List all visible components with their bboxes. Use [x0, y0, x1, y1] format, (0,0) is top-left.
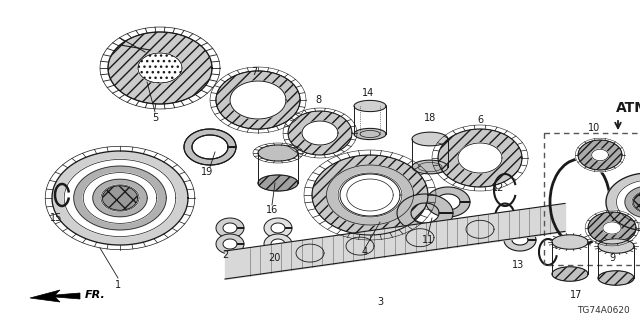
Text: 20: 20: [268, 253, 280, 263]
Text: 18: 18: [424, 113, 436, 123]
Text: 1: 1: [115, 280, 121, 290]
Polygon shape: [585, 210, 639, 246]
Polygon shape: [598, 271, 634, 285]
Polygon shape: [606, 173, 640, 231]
Text: FR.: FR.: [85, 290, 106, 300]
Polygon shape: [504, 229, 536, 251]
Polygon shape: [412, 132, 448, 146]
Polygon shape: [258, 145, 298, 161]
Polygon shape: [340, 174, 400, 216]
Text: 3: 3: [377, 297, 383, 307]
Polygon shape: [30, 290, 80, 302]
Text: 13: 13: [512, 260, 524, 270]
Polygon shape: [258, 175, 298, 191]
Polygon shape: [340, 174, 400, 216]
Text: 17: 17: [570, 290, 582, 300]
Polygon shape: [326, 165, 413, 225]
Text: 19: 19: [201, 167, 213, 177]
Text: 6: 6: [477, 115, 483, 125]
Polygon shape: [552, 235, 588, 249]
Polygon shape: [616, 180, 640, 224]
Polygon shape: [591, 149, 609, 161]
Polygon shape: [230, 81, 286, 119]
Polygon shape: [397, 194, 453, 232]
Polygon shape: [426, 187, 470, 217]
Polygon shape: [101, 185, 139, 211]
Text: 5: 5: [152, 113, 158, 123]
Polygon shape: [458, 143, 502, 173]
Polygon shape: [64, 159, 176, 236]
Text: 12: 12: [492, 183, 504, 193]
Polygon shape: [552, 267, 588, 281]
Text: 15: 15: [50, 213, 62, 223]
Polygon shape: [302, 121, 338, 145]
Text: 10: 10: [588, 123, 600, 133]
Text: 9: 9: [609, 253, 615, 263]
Polygon shape: [438, 129, 522, 187]
Polygon shape: [264, 234, 292, 254]
Polygon shape: [632, 191, 640, 213]
Polygon shape: [288, 111, 352, 155]
Polygon shape: [634, 192, 640, 212]
Text: 16: 16: [266, 205, 278, 215]
Text: 8: 8: [315, 95, 321, 105]
Text: ATM-2: ATM-2: [616, 101, 640, 115]
Text: 4: 4: [362, 247, 368, 257]
Polygon shape: [598, 239, 634, 253]
Polygon shape: [216, 71, 300, 129]
Polygon shape: [216, 234, 244, 254]
Polygon shape: [312, 155, 428, 235]
Polygon shape: [108, 32, 212, 104]
Polygon shape: [354, 100, 386, 112]
Polygon shape: [216, 71, 300, 129]
Polygon shape: [83, 172, 157, 223]
Polygon shape: [412, 160, 448, 174]
Polygon shape: [603, 222, 621, 234]
Polygon shape: [138, 53, 182, 83]
Polygon shape: [578, 140, 622, 170]
Polygon shape: [354, 128, 386, 140]
Polygon shape: [347, 179, 393, 211]
Text: 11: 11: [422, 235, 434, 245]
Polygon shape: [264, 218, 292, 238]
Polygon shape: [625, 186, 640, 218]
Text: 14: 14: [362, 88, 374, 98]
Polygon shape: [216, 218, 244, 238]
Polygon shape: [102, 186, 138, 210]
Text: 2: 2: [222, 250, 228, 260]
Polygon shape: [575, 138, 625, 172]
Polygon shape: [93, 179, 147, 217]
Text: TG74A0620: TG74A0620: [577, 306, 630, 315]
Polygon shape: [74, 166, 166, 230]
Polygon shape: [588, 212, 636, 244]
Polygon shape: [52, 151, 188, 245]
Polygon shape: [338, 173, 402, 217]
Polygon shape: [184, 129, 236, 165]
Text: 7: 7: [251, 67, 257, 77]
